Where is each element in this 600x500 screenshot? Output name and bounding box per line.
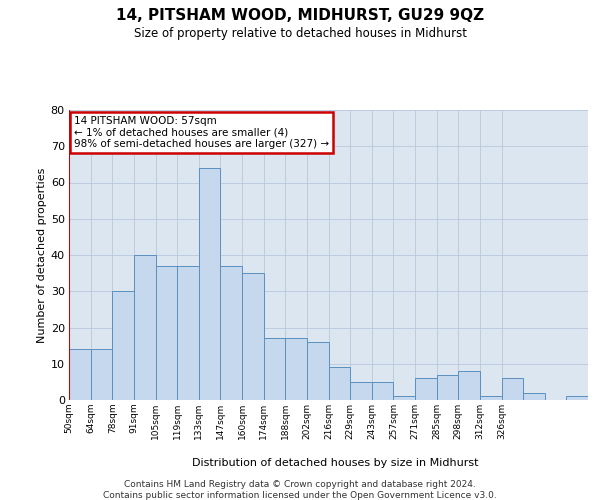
Bar — [263, 338, 285, 400]
Bar — [523, 393, 545, 400]
Text: 14 PITSHAM WOOD: 57sqm
← 1% of detached houses are smaller (4)
98% of semi-detac: 14 PITSHAM WOOD: 57sqm ← 1% of detached … — [74, 116, 329, 149]
Bar — [177, 266, 199, 400]
Bar — [69, 349, 91, 400]
Bar — [329, 368, 350, 400]
Bar — [437, 374, 458, 400]
Text: Distribution of detached houses by size in Midhurst: Distribution of detached houses by size … — [191, 458, 478, 468]
Bar — [112, 291, 134, 400]
Bar — [220, 266, 242, 400]
Text: Contains public sector information licensed under the Open Government Licence v3: Contains public sector information licen… — [103, 491, 497, 500]
Bar — [285, 338, 307, 400]
Bar — [242, 273, 263, 400]
Bar — [155, 266, 177, 400]
Bar — [199, 168, 220, 400]
Bar — [394, 396, 415, 400]
Bar — [134, 255, 155, 400]
Bar — [307, 342, 329, 400]
Bar — [372, 382, 394, 400]
Bar — [458, 371, 480, 400]
Bar — [566, 396, 588, 400]
Text: Contains HM Land Registry data © Crown copyright and database right 2024.: Contains HM Land Registry data © Crown c… — [124, 480, 476, 489]
Text: 14, PITSHAM WOOD, MIDHURST, GU29 9QZ: 14, PITSHAM WOOD, MIDHURST, GU29 9QZ — [116, 8, 484, 22]
Bar — [415, 378, 437, 400]
Bar — [480, 396, 502, 400]
Bar — [350, 382, 372, 400]
Bar — [91, 349, 112, 400]
Y-axis label: Number of detached properties: Number of detached properties — [37, 168, 47, 342]
Bar — [502, 378, 523, 400]
Text: Size of property relative to detached houses in Midhurst: Size of property relative to detached ho… — [133, 28, 467, 40]
